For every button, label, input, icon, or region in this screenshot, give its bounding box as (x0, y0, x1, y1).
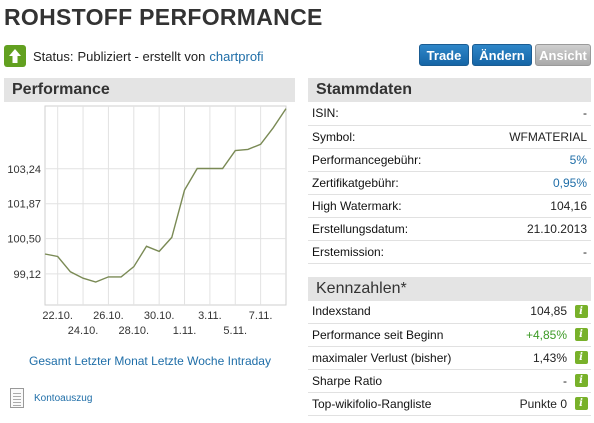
x-tick-label: 22.10. (42, 310, 73, 322)
stammdaten-value: 104,16 (471, 194, 591, 218)
kennzahlen-info-cell: i (571, 369, 591, 393)
kennzahlen-value: Punkte 0 (499, 392, 571, 416)
y-tick-label: 101,87 (7, 199, 41, 211)
kennzahlen-value: - (499, 369, 571, 393)
y-tick-label: 103,24 (7, 164, 41, 176)
stammdaten-value: WFMATERIAL (471, 125, 591, 149)
kennzahlen-value: 1,43% (499, 346, 571, 370)
performance-chart-svg: 99,12 100,50 101,87 103,24 22.10. 24.10. 26.10… (7, 105, 287, 337)
range-intraday[interactable]: Intraday (227, 354, 271, 368)
kennzahlen-info-cell: i (571, 346, 591, 370)
range-letzte-woche[interactable]: Letzte Woche (151, 354, 225, 368)
x-tick-label: 30.10. (144, 310, 175, 322)
y-tick-label: 100,50 (7, 234, 41, 246)
stammdaten-label: Erstellungsdatum: (308, 217, 472, 241)
range-letzter-monat[interactable]: Letzter Monat (74, 354, 148, 368)
stammdaten-value: - (471, 240, 591, 264)
kennzahlen-info-cell: i (571, 323, 591, 347)
info-icon[interactable]: i (574, 351, 588, 364)
stammdaten-row: Symbol: WFMATERIAL (308, 125, 591, 149)
stammdaten-row: High Watermark: 104,16 (308, 194, 591, 218)
info-icon[interactable]: i (574, 374, 588, 387)
info-icon[interactable]: i (574, 397, 588, 410)
x-tick-label: 3.11. (198, 310, 222, 322)
x-tick-label: 7.11. (249, 310, 273, 322)
author-link[interactable]: chartprofi (209, 48, 264, 64)
info-icon[interactable]: i (574, 328, 588, 341)
performance-heading: Performance (4, 78, 295, 102)
range-gesamt[interactable]: Gesamt (29, 354, 72, 368)
status-row: Status: Publiziert - erstellt von chartp… (4, 43, 264, 69)
status-text: Publiziert - erstellt von (77, 48, 206, 64)
x-tick-label: 26.10. (93, 310, 124, 322)
stammdaten-row: Erstemission: - (308, 240, 591, 264)
stammdaten-label: Symbol: (308, 125, 472, 149)
x-tick-label: 5.11. (223, 325, 247, 337)
kennzahlen-label: Performance seit Beginn (308, 323, 500, 347)
kennzahlen-row: maximaler Verlust (bisher) 1,43% i (308, 346, 591, 370)
performance-series-line (44, 108, 287, 283)
stammdaten-row: Performancegebühr: 5% (308, 148, 591, 172)
plot-area (44, 105, 287, 306)
edit-button[interactable]: Ändern (472, 44, 532, 66)
stammdaten-label: High Watermark: (308, 194, 472, 218)
stammdaten-row: Zertifikatgebühr: 0,95% (308, 171, 591, 195)
action-buttons: Trade Ändern Ansicht (419, 44, 591, 66)
stammdaten-label: Erstemission: (308, 240, 472, 264)
stammdaten-value[interactable]: 5% (471, 148, 591, 172)
y-tick-label: 99,12 (13, 269, 41, 281)
stammdaten-value: 21.10.2013 (471, 217, 591, 241)
kennzahlen-table: Indexstand 104,85 i Performance seit Beginn… (308, 300, 591, 416)
stammdaten-heading: Stammdaten (308, 78, 591, 102)
kennzahlen-label: Top-wikifolio-Rangliste (308, 392, 500, 416)
x-tick-label: 1.11. (173, 325, 197, 337)
performance-chart: 99,12 100,50 101,87 103,24 22.10. 24.10. 26.10… (4, 102, 295, 347)
upload-arrow-icon (4, 45, 26, 67)
stammdaten-table: ISIN: - Symbol: WFMATERIAL Performancegebühr… (308, 102, 591, 264)
view-button[interactable]: Ansicht (535, 44, 591, 66)
kennzahlen-label: Indexstand (308, 300, 500, 324)
stammdaten-value: - (471, 102, 591, 126)
kennzahlen-info-cell: i (571, 300, 591, 324)
x-tick-label: 28.10. (118, 325, 149, 337)
stammdaten-label: Zertifikatgebühr: (308, 171, 472, 195)
kennzahlen-heading: Kennzahlen* (308, 277, 591, 301)
range-selector: Gesamt Letzter Monat Letzte Woche Intrad… (0, 354, 300, 368)
stammdaten-row: Erstellungsdatum: 21.10.2013 (308, 217, 591, 241)
kennzahlen-row: Indexstand 104,85 i (308, 300, 591, 324)
kennzahlen-value: 104,85 (499, 300, 571, 324)
info-icon[interactable]: i (574, 304, 588, 318)
page-title: ROHSTOFF PERFORMANCE (4, 4, 323, 30)
stammdaten-label: Performancegebühr: (308, 148, 472, 172)
kontoauszug-label[interactable]: Kontoauszug (34, 392, 93, 404)
stammdaten-row: ISIN: - (308, 102, 591, 126)
stammdaten-label: ISIN: (308, 102, 472, 126)
kennzahlen-label: Sharpe Ratio (308, 369, 500, 393)
kennzahlen-info-cell: i (571, 392, 591, 416)
trade-button[interactable]: Trade (419, 44, 469, 66)
stammdaten-value[interactable]: 0,95% (471, 171, 591, 195)
status-label: Status: (33, 48, 74, 64)
kennzahlen-label: maximaler Verlust (bisher) (308, 346, 500, 370)
document-icon (10, 388, 24, 408)
kennzahlen-row: Performance seit Beginn +4,85% i (308, 323, 591, 347)
kontoauszug-link[interactable]: Kontoauszug (10, 388, 92, 408)
x-tick-label: 24.10. (68, 325, 99, 337)
kennzahlen-row: Sharpe Ratio - i (308, 369, 591, 393)
kennzahlen-value: +4,85% (499, 323, 571, 347)
